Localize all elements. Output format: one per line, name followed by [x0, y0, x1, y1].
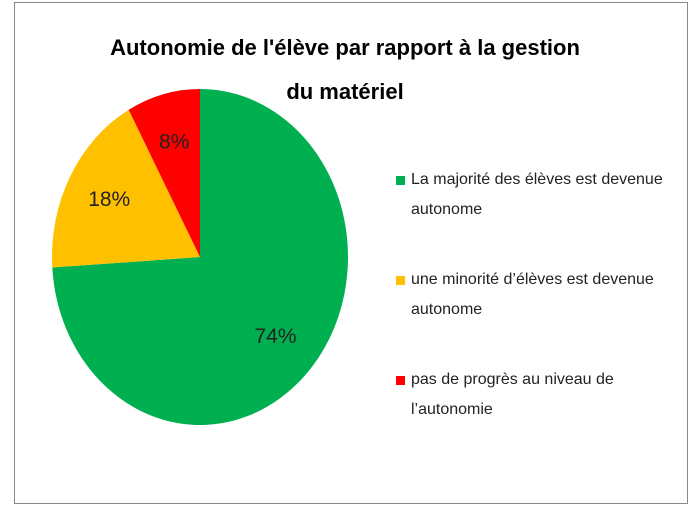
- data-label: 8%: [159, 131, 189, 154]
- pie-slice: [52, 109, 200, 268]
- legend-entry: pas de progrès au niveau de l’autonomie: [396, 365, 666, 425]
- pie-slice: [52, 89, 348, 426]
- chart-title: Autonomie de l'élève par rapport à la ge…: [110, 35, 580, 104]
- data-label: 74%: [255, 325, 297, 348]
- legend-entry: La majorité des élèves est devenue auton…: [396, 165, 666, 225]
- legend-label: pas de progrès au niveau de l’autonomie: [411, 371, 614, 418]
- legend-swatch: [396, 176, 405, 185]
- legend-swatch: [396, 276, 405, 285]
- legend-label: La majorité des élèves est devenue auton…: [411, 171, 663, 218]
- pie-slice: [128, 89, 200, 257]
- legend-entry: une minorité d’élèves est devenue autono…: [396, 265, 666, 325]
- legend-label: une minorité d’élèves est devenue autono…: [411, 271, 654, 318]
- data-label: 18%: [88, 188, 130, 211]
- legend-swatch: [396, 376, 405, 385]
- chart-border: [14, 2, 688, 504]
